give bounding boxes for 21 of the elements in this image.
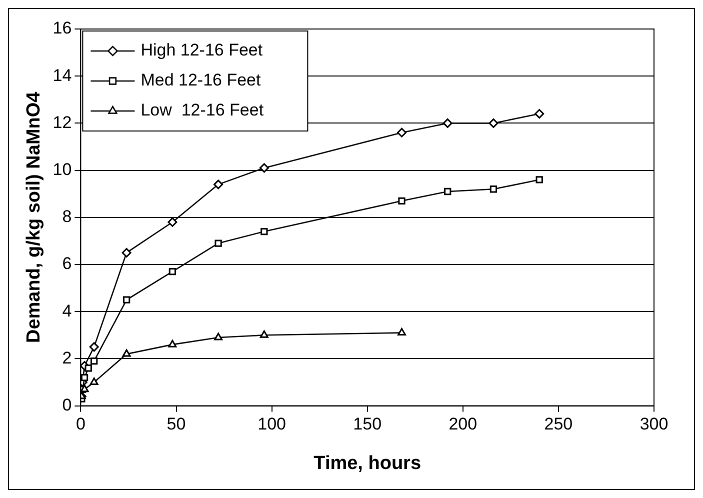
y-axis-title: Demand, g/kg soil) NaMnO4 bbox=[24, 91, 45, 344]
y-tick-label: 16 bbox=[52, 18, 72, 38]
y-tick-label: 14 bbox=[52, 66, 72, 85]
y-tick-label: 6 bbox=[62, 254, 72, 274]
y-tick-label: 2 bbox=[62, 348, 72, 368]
legend-label: Low 12-16 Feet bbox=[140, 100, 264, 120]
legend-label: Med 12-16 Feet bbox=[140, 70, 261, 90]
y-tick-label: 10 bbox=[52, 160, 72, 179]
legend-label: High 12-16 Feet bbox=[140, 40, 263, 60]
x-tick-label: 300 bbox=[640, 414, 668, 434]
x-tick-label: 250 bbox=[544, 414, 573, 434]
y-tick-label: 4 bbox=[62, 301, 72, 320]
y-tick-label: 12 bbox=[52, 112, 72, 132]
x-tick-label: 100 bbox=[258, 414, 286, 434]
x-tick-label: 200 bbox=[448, 414, 478, 434]
x-axis-title: Time, hours bbox=[314, 452, 422, 474]
x-tick-label: 150 bbox=[353, 414, 382, 434]
y-tick-label: 8 bbox=[62, 207, 72, 226]
y-tick-label: 0 bbox=[62, 395, 72, 414]
x-tick-label: 50 bbox=[166, 414, 186, 434]
x-tick-label: 0 bbox=[76, 414, 86, 434]
